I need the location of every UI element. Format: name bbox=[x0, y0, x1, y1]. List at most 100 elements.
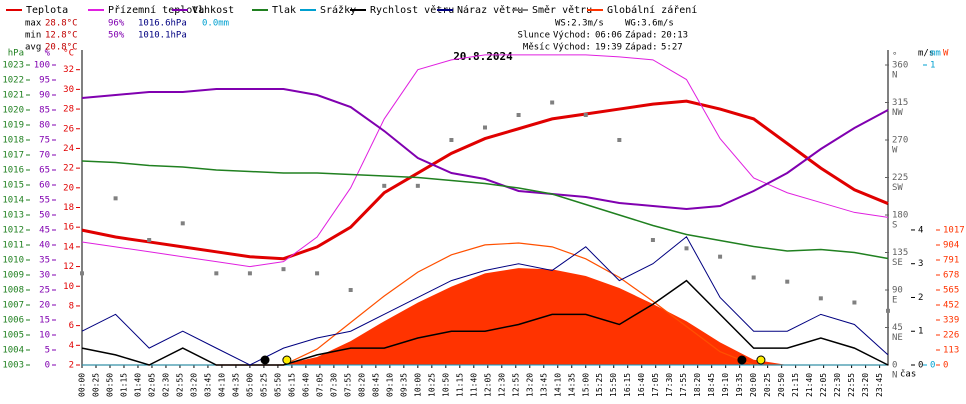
point bbox=[886, 308, 890, 313]
y-tick-label: 1017 bbox=[943, 226, 965, 236]
y-tick-label: 70 bbox=[39, 151, 50, 161]
astro-time: 06:06 bbox=[595, 31, 622, 41]
x-tick-label: 10:25 bbox=[427, 373, 436, 397]
x-tick-label: 13:45 bbox=[539, 373, 548, 397]
x-tick-label: 07:30 bbox=[329, 373, 338, 397]
x-tick-label: 16:40 bbox=[637, 373, 646, 397]
stat-text: 12.8°C bbox=[45, 31, 78, 41]
x-tick-label: 14:10 bbox=[553, 373, 562, 397]
legend-label: Náraz větru bbox=[457, 4, 523, 16]
x-tick-label: 03:45 bbox=[203, 373, 212, 397]
y-tick-label: 1023 bbox=[2, 61, 24, 71]
point bbox=[147, 238, 152, 242]
x-tick-label: 20:50 bbox=[777, 373, 786, 397]
astro-marker bbox=[282, 355, 292, 365]
y-tick-label: 22 bbox=[63, 164, 74, 174]
x-tick-label: 21:40 bbox=[805, 373, 814, 397]
y-tick-label: 95 bbox=[39, 76, 50, 86]
y-tick-label: 678 bbox=[943, 271, 959, 281]
axis-title: °C bbox=[63, 49, 74, 59]
astro-label: Západ: bbox=[625, 43, 658, 53]
x-tick-label: 23:45 bbox=[875, 373, 884, 397]
y-tick-label: 75 bbox=[39, 136, 50, 146]
y-tick-label: 28 bbox=[63, 105, 74, 115]
y-tick-label: 30 bbox=[39, 271, 50, 281]
y-tick-label: 1007 bbox=[2, 301, 24, 311]
stat-text: 1010.1hPa bbox=[138, 31, 187, 41]
y-tick-label: 1015 bbox=[2, 181, 24, 191]
point bbox=[583, 113, 588, 117]
y-tick-dir: E bbox=[892, 296, 897, 306]
legend-label: Tlak bbox=[272, 5, 296, 16]
y-tick-label: 35 bbox=[39, 256, 50, 266]
y-tick-label: 1010 bbox=[2, 256, 24, 266]
y-tick-label: 565 bbox=[943, 286, 959, 296]
x-tick-label: 16:15 bbox=[623, 373, 632, 397]
point bbox=[684, 246, 689, 251]
point bbox=[449, 138, 454, 142]
y-tick-dir: NE bbox=[892, 333, 903, 343]
astro-marker bbox=[756, 355, 766, 365]
astro-marker bbox=[737, 355, 747, 365]
legend-label: Směr větru bbox=[532, 4, 592, 16]
x-tick-label: 11:15 bbox=[455, 373, 464, 397]
point bbox=[852, 300, 857, 305]
x-tick-label: 03:20 bbox=[189, 373, 198, 397]
x-tick-label: 22:55 bbox=[847, 373, 856, 397]
y-tick-label: 904 bbox=[943, 241, 959, 251]
x-tick-label: 20:00 bbox=[749, 373, 758, 397]
y-tick-label: 791 bbox=[943, 256, 959, 266]
stat-text: max bbox=[25, 19, 42, 29]
stat-text: 0.0mm bbox=[202, 19, 229, 29]
y-tick-label: 20 bbox=[63, 183, 74, 193]
legend-label: Vlhkost bbox=[192, 5, 234, 16]
y-tick-label: 2 bbox=[69, 361, 74, 371]
y-tick-label: 0 bbox=[943, 361, 948, 371]
point bbox=[247, 271, 252, 276]
x-tick-label: 10:50 bbox=[441, 373, 450, 397]
line bbox=[81, 235, 889, 366]
y-tick-label: 452 bbox=[943, 301, 959, 311]
y-tick-label: 1022 bbox=[2, 76, 24, 86]
point bbox=[516, 113, 521, 117]
y-tick-dir: S bbox=[892, 221, 897, 231]
x-tick-label: 02:05 bbox=[147, 373, 156, 397]
y-tick-label: 15 bbox=[39, 316, 50, 326]
astro-time: 5:27 bbox=[661, 43, 683, 53]
line bbox=[81, 160, 889, 260]
y-tick-label: 6 bbox=[69, 321, 74, 331]
point bbox=[483, 125, 487, 130]
x-tick-label: 00:25 bbox=[91, 373, 100, 397]
point bbox=[617, 138, 622, 142]
x-tick-label: 15:50 bbox=[609, 373, 618, 397]
y-tick-label: 60 bbox=[39, 181, 50, 191]
legend-label: Rychlost větru bbox=[370, 4, 454, 16]
stat-text: 50% bbox=[108, 31, 125, 41]
point bbox=[818, 296, 823, 301]
stat-text: 20.8°C bbox=[45, 43, 78, 53]
x-tick-label: 09:35 bbox=[399, 373, 408, 397]
legend-label: Přízemní teplota bbox=[108, 4, 204, 16]
point bbox=[382, 183, 387, 188]
astro-name: Měsíc bbox=[523, 43, 550, 53]
point bbox=[113, 196, 118, 201]
y-tick-label: 1013 bbox=[2, 211, 24, 221]
y-tick-label: 0 bbox=[892, 361, 897, 371]
y-tick-label: 5 bbox=[45, 346, 50, 356]
y-tick-label: 14 bbox=[63, 242, 74, 252]
y-tick-label: 1 bbox=[930, 61, 935, 71]
x-tick-label: 18:20 bbox=[693, 373, 702, 397]
astro-label: Východ: bbox=[553, 43, 591, 53]
y-tick-label: 1012 bbox=[2, 226, 24, 236]
y-tick-label: 65 bbox=[39, 166, 50, 176]
x-tick-label: 05:50 bbox=[273, 373, 282, 397]
y-tick-label: 100 bbox=[34, 61, 50, 71]
y-tick-label: 24 bbox=[63, 144, 74, 154]
x-tick-label: 05:00 bbox=[245, 373, 254, 397]
astro-label: Západ: bbox=[625, 31, 658, 41]
point bbox=[180, 221, 185, 226]
x-tick-label: 10:00 bbox=[413, 373, 422, 397]
y-tick-label: 1 bbox=[918, 327, 923, 337]
y-tick-label: 4 bbox=[918, 225, 923, 235]
point bbox=[415, 183, 420, 188]
